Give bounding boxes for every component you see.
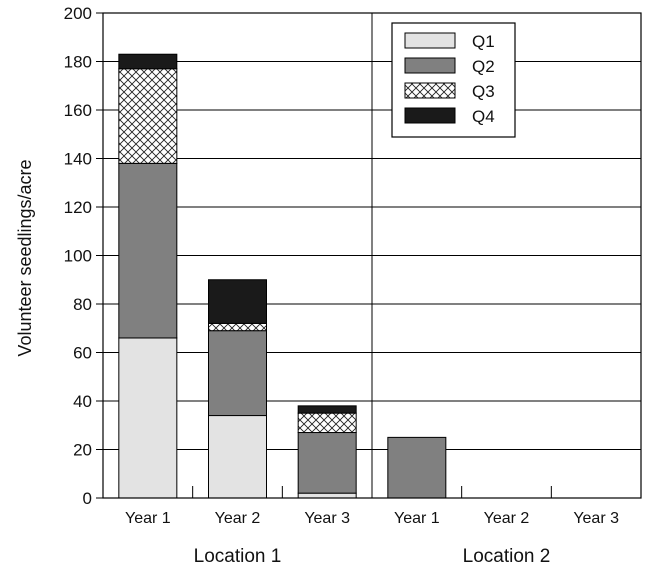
legend-swatch-q2 bbox=[404, 57, 456, 74]
bar-segment-q2 bbox=[208, 330, 267, 417]
bar-segment-q2 bbox=[387, 436, 447, 499]
group-label: Location 2 bbox=[463, 546, 551, 567]
y-tick-label: 120 bbox=[64, 198, 92, 217]
bar-segment-q3 bbox=[208, 322, 267, 332]
bar-segment-q1 bbox=[208, 415, 267, 499]
x-category-label: Year 3 bbox=[304, 510, 350, 527]
y-tick-label: 20 bbox=[73, 441, 92, 460]
x-category-label: Year 1 bbox=[125, 510, 171, 527]
y-tick-label: 60 bbox=[73, 344, 92, 363]
bar-segment-q3 bbox=[297, 412, 357, 434]
bar-segment-q4 bbox=[297, 405, 357, 414]
x-category-label: Year 2 bbox=[215, 510, 261, 527]
bar-segment-q1 bbox=[297, 492, 357, 499]
y-tick-label: 0 bbox=[83, 489, 92, 508]
legend: Q1 Q2 Q3 Q4 bbox=[391, 22, 516, 138]
y-tick-label: 200 bbox=[64, 4, 92, 23]
legend-label: Q4 bbox=[472, 107, 495, 126]
legend-swatch-q1 bbox=[404, 32, 456, 49]
x-category-label: Year 3 bbox=[573, 510, 619, 527]
legend-swatch-q3 bbox=[404, 82, 456, 99]
bar-segment-q2 bbox=[297, 432, 357, 494]
legend-swatch-q4 bbox=[404, 107, 456, 124]
bar-segment-q4 bbox=[208, 279, 267, 324]
y-tick-label: 100 bbox=[64, 247, 92, 266]
y-tick-label: 140 bbox=[64, 150, 92, 169]
y-tick-label: 180 bbox=[64, 53, 92, 72]
group-labels: Location 1 Location 2 bbox=[194, 546, 551, 567]
y-tick-label: 40 bbox=[73, 392, 92, 411]
bars bbox=[118, 53, 447, 499]
y-tick-label: 160 bbox=[64, 101, 92, 120]
x-category-label: Year 1 bbox=[394, 510, 440, 527]
group-label: Location 1 bbox=[194, 546, 282, 567]
axes bbox=[96, 12, 642, 499]
bar-segment-q1 bbox=[118, 337, 178, 499]
bar-segment-q3 bbox=[118, 68, 178, 164]
bar-segment-q2 bbox=[118, 162, 178, 339]
legend-label: Q2 bbox=[472, 57, 495, 76]
x-category-label: Year 2 bbox=[484, 510, 530, 527]
category-labels: Year 1 Year 2 Year 3 Year 1 Year 2 Year 3 bbox=[125, 510, 619, 527]
y-tick-label: 80 bbox=[73, 295, 92, 314]
tick-labels: 0 20 40 60 80 100 120 140 160 180 200 bbox=[64, 4, 92, 508]
y-axis-title: Volunteer seedlings/acre bbox=[15, 159, 35, 356]
bar-segment-q4 bbox=[118, 53, 178, 70]
legend-label: Q3 bbox=[472, 82, 495, 101]
legend-label: Q1 bbox=[472, 32, 495, 51]
